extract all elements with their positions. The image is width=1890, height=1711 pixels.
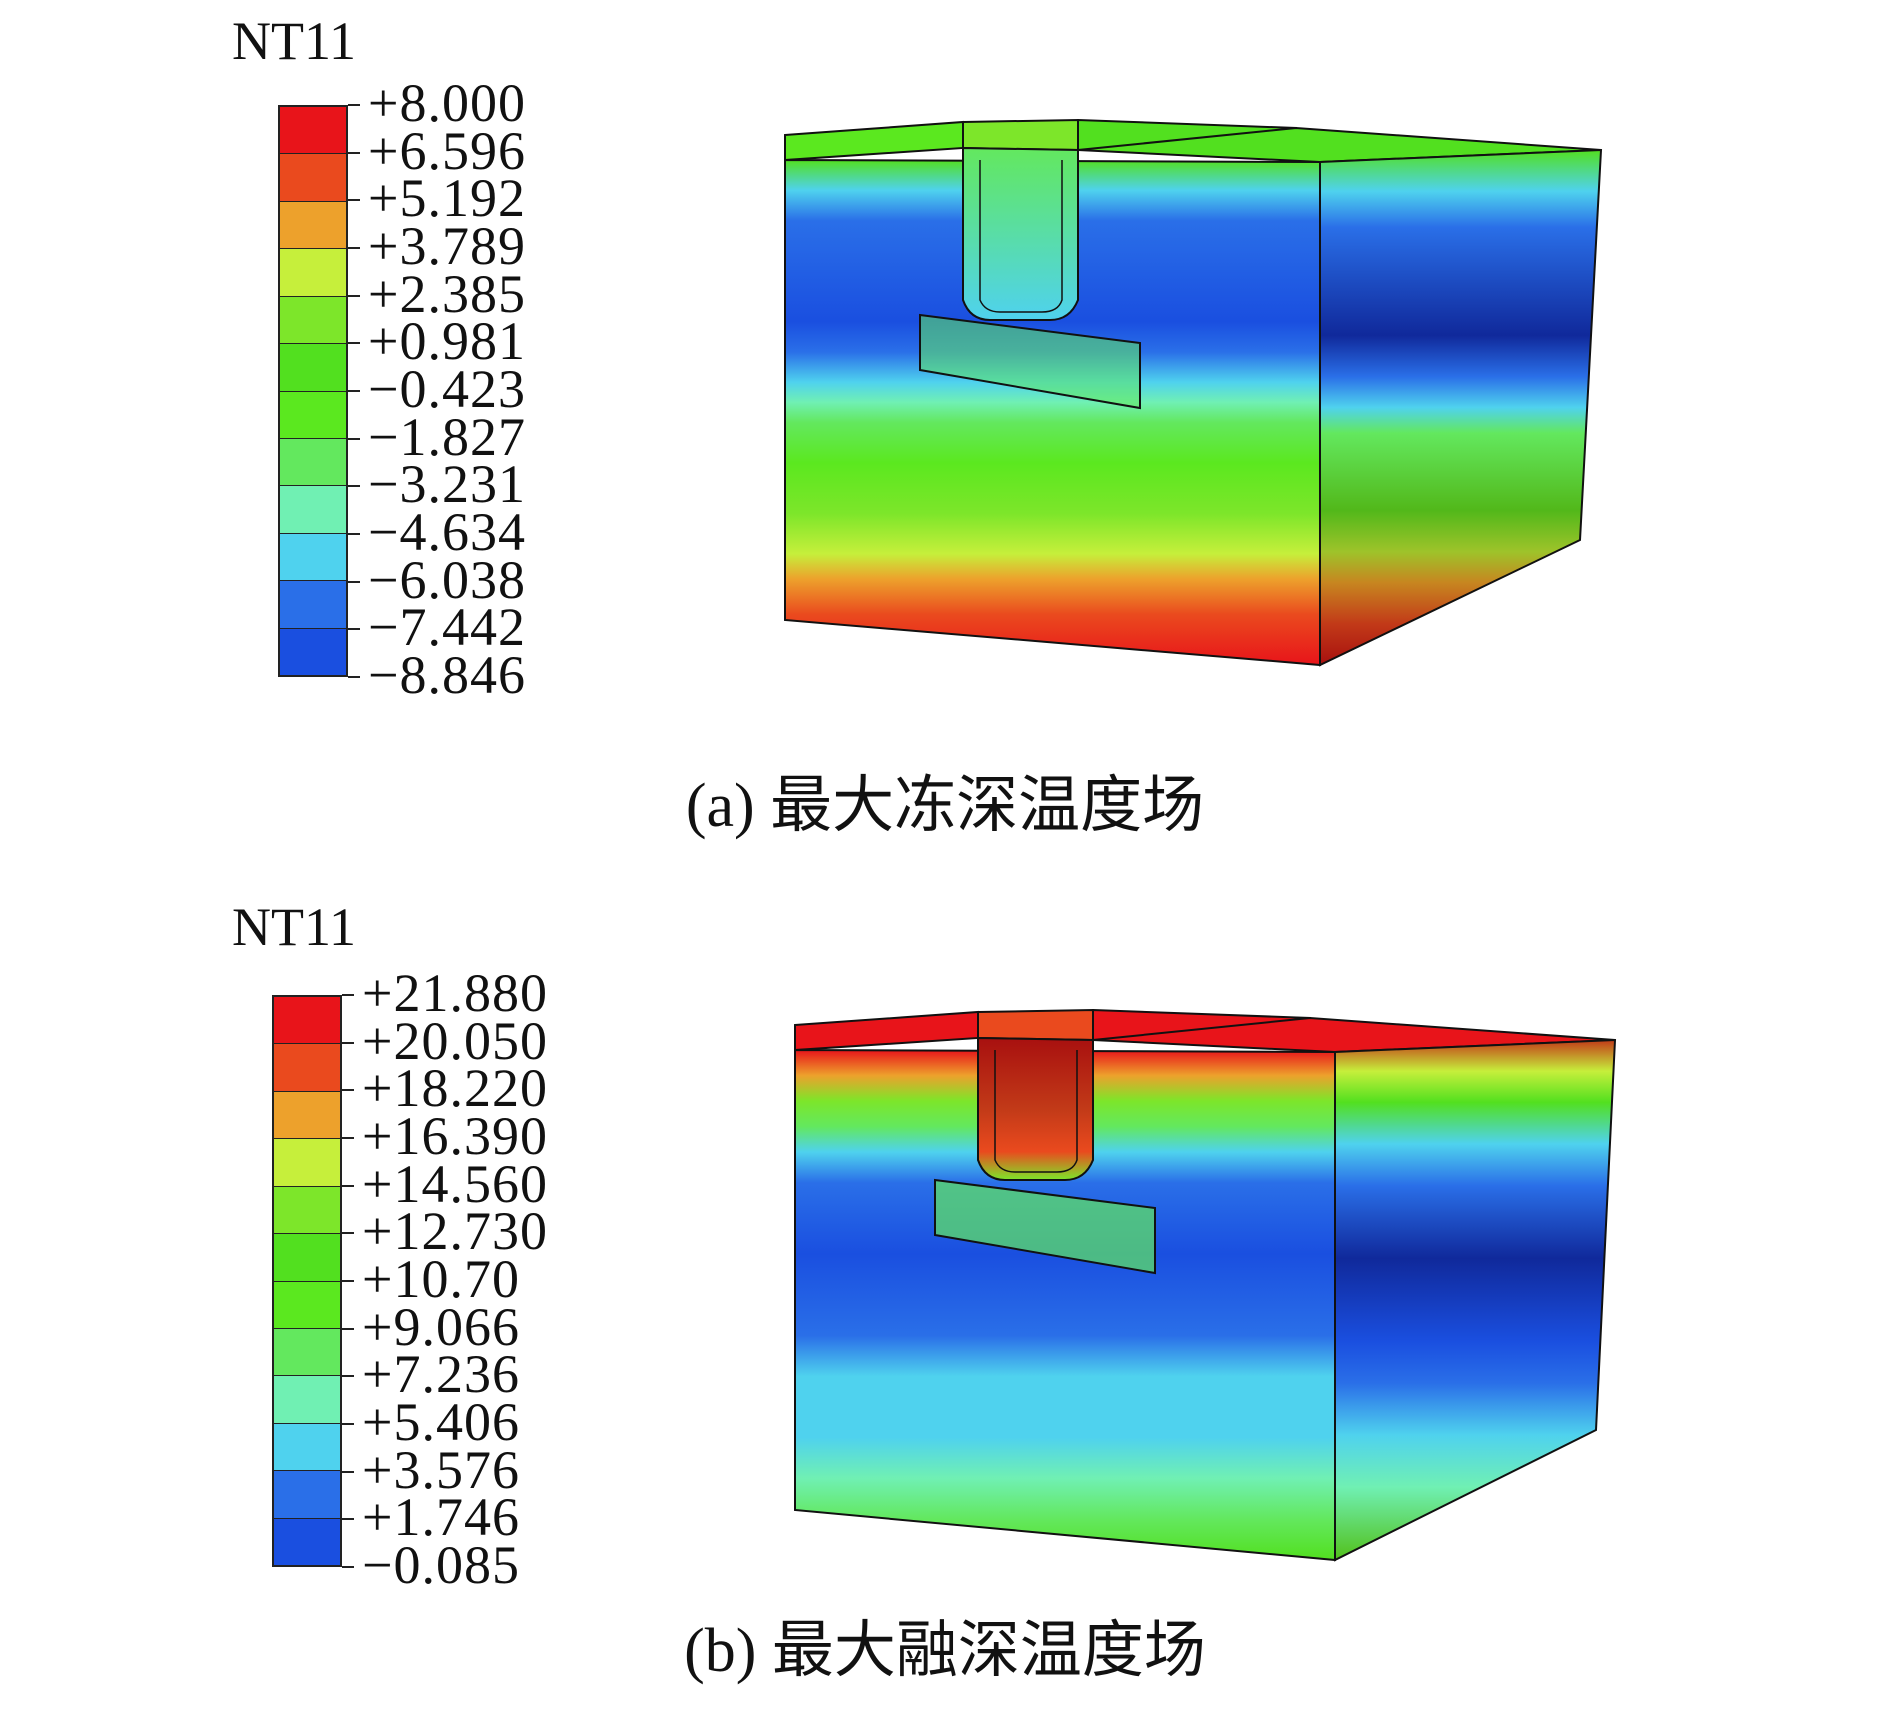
colorbar-tick-label: −8.846 xyxy=(368,645,526,705)
colorbar-tick-label: +5.406 xyxy=(362,1392,520,1452)
colorbar xyxy=(272,995,342,1567)
colorbar-segment xyxy=(280,391,346,439)
colorbar-tick-label: +6.596 xyxy=(368,120,526,181)
top-face-middle xyxy=(977,1008,1094,1042)
trench xyxy=(962,146,1079,321)
colorbar-tick-label: +2.385 xyxy=(368,263,526,324)
colorbar-segment xyxy=(280,344,346,392)
temperature-field-model xyxy=(784,118,1603,667)
side-face xyxy=(1319,148,1603,667)
colorbar-segment xyxy=(280,486,346,534)
colorbar-segment xyxy=(280,296,346,345)
colorbar-segment xyxy=(274,1044,340,1092)
colorbar-segment xyxy=(280,201,346,250)
panel-max-thaw-depth: NT11 +21.880 +20.050 +18.220 +16.390 +14… xyxy=(0,880,1890,1711)
colorbar-tick-label: +7.236 xyxy=(362,1344,520,1405)
colorbar-tick-label: −1.827 xyxy=(368,406,526,467)
top-face-left xyxy=(794,1010,979,1052)
colorbar-segment xyxy=(274,1423,340,1472)
top-face-middle xyxy=(962,118,1079,152)
colorbar-segment xyxy=(274,1139,340,1187)
colorbar-segment xyxy=(274,1234,340,1282)
colorbar-tick-label: −0.423 xyxy=(368,359,526,419)
colorbar-tick-label: +20.050 xyxy=(362,1010,548,1071)
foundation-slab xyxy=(919,313,1141,410)
colorbar-segment xyxy=(274,1281,340,1329)
figure-caption: (a) 最大冻深温度场 xyxy=(685,772,1205,840)
foundation-slab xyxy=(934,1178,1156,1275)
colorbar-tick-label: +18.220 xyxy=(362,1058,548,1119)
colorbar-segment xyxy=(274,1091,340,1140)
colorbar-tick-label: +3.576 xyxy=(362,1439,520,1500)
colorbar-tick-label: +12.730 xyxy=(362,1201,548,1262)
colorbar-tick-label: +3.789 xyxy=(368,216,526,276)
top-face-left xyxy=(784,120,964,162)
colorbar-segment xyxy=(280,581,346,629)
colorbar-tick-label: +21.880 xyxy=(362,963,548,1023)
temperature-field-model xyxy=(794,1008,1617,1562)
panel-max-freeze-depth: NT11 +8.000 +6.596 +5.192 +3.789 +2.385 … xyxy=(232,11,1603,840)
colorbar-segment xyxy=(274,1376,340,1424)
legend-title: NT11 xyxy=(232,11,356,71)
colorbar-tick-label: +1.746 xyxy=(362,1487,520,1548)
colorbar-segment xyxy=(274,997,340,1045)
colorbar-segment xyxy=(280,107,346,155)
colorbar-segment xyxy=(280,154,346,202)
colorbar-tick-label: +10.70 xyxy=(362,1249,520,1309)
colorbar-tick-label: +8.000 xyxy=(368,73,526,133)
colorbar-tick-label: −4.634 xyxy=(368,502,526,562)
colorbar-segment xyxy=(274,1186,340,1235)
colorbar-tick-label: −3.231 xyxy=(368,454,526,515)
colorbar-tick-label: −0.085 xyxy=(362,1535,520,1595)
colorbar-tick-label: −6.038 xyxy=(368,549,526,610)
colorbar xyxy=(278,105,348,677)
colorbar-tick-label: +9.066 xyxy=(362,1296,520,1357)
side-face xyxy=(1334,1038,1617,1562)
colorbar-tick-label: −7.442 xyxy=(368,597,526,658)
colorbar-segment xyxy=(280,628,346,676)
colorbar-tick-label: +5.192 xyxy=(368,168,526,229)
colorbar-segment xyxy=(274,1328,340,1377)
figure-caption: (b) 最大融深温度场 xyxy=(684,1617,1206,1685)
colorbar-tick-label: +0.981 xyxy=(368,311,526,372)
colorbar-segment xyxy=(274,1471,340,1519)
trench xyxy=(977,1036,1094,1181)
colorbar-segment xyxy=(274,1518,340,1566)
colorbar-tick-label: +14.560 xyxy=(362,1153,548,1214)
colorbar-tick-label: +16.390 xyxy=(362,1106,548,1166)
legend-title: NT11 xyxy=(232,897,356,957)
colorbar-segment xyxy=(280,438,346,487)
colorbar-segment xyxy=(280,533,346,582)
colorbar-segment xyxy=(280,249,346,297)
